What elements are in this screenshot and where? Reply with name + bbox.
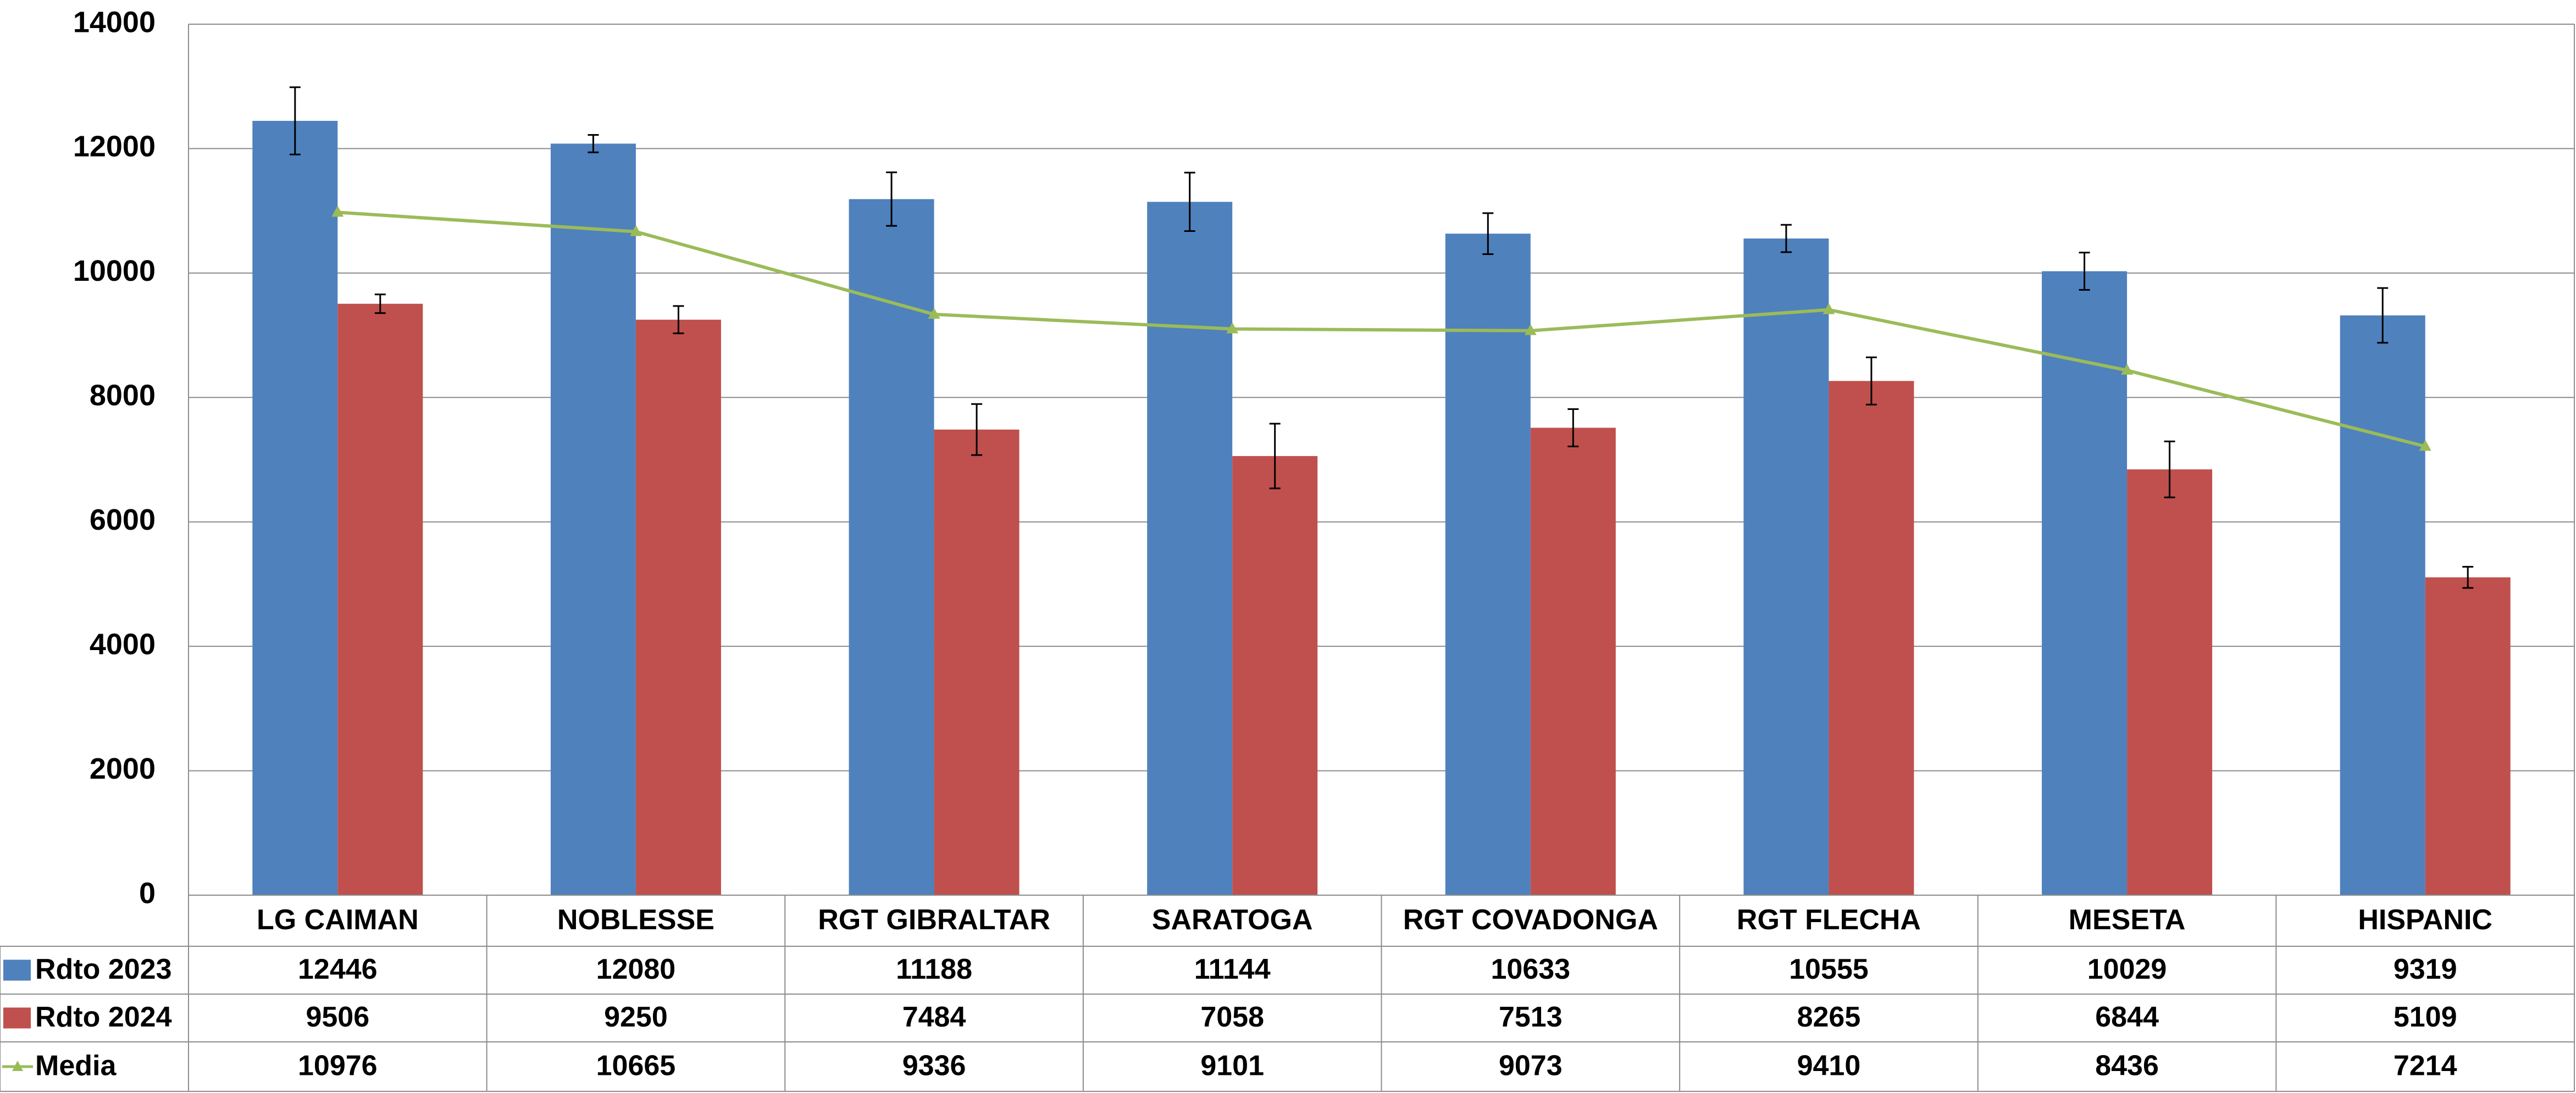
data-table-value: 9250	[604, 1001, 668, 1033]
data-table-value: 9319	[2394, 953, 2457, 985]
bar	[2127, 469, 2213, 895]
line-point	[2121, 363, 2134, 375]
y-tick-label: 8000	[90, 379, 156, 412]
data-table-value: 11144	[1194, 953, 1271, 985]
y-tick-label: 14000	[73, 5, 156, 38]
series-line	[337, 210, 2426, 448]
bar	[2340, 315, 2425, 895]
y-tick-label: 10000	[73, 254, 156, 287]
legend-label: Media	[35, 1050, 117, 1082]
legend-key-marker	[12, 1061, 23, 1071]
bar	[2425, 577, 2511, 895]
y-tick-label: 2000	[90, 752, 156, 785]
line-point	[629, 225, 642, 236]
data-table-value: 8436	[2095, 1050, 2159, 1082]
y-tick-label: 6000	[90, 503, 156, 536]
data-table-value: 9506	[306, 1001, 369, 1033]
category-label: HISPANIC	[2358, 904, 2492, 936]
data-table-value: 7214	[2394, 1050, 2457, 1082]
y-tick-label: 0	[139, 876, 156, 909]
data-table-value: 6844	[2095, 1001, 2159, 1033]
bar	[1743, 238, 1829, 896]
data-table-value: 12446	[298, 953, 378, 985]
data-table-value: 8265	[1797, 1001, 1861, 1033]
legend-label: Rdto 2024	[35, 1001, 172, 1033]
line-point	[1524, 324, 1537, 335]
bar	[1445, 234, 1531, 895]
line-point	[1822, 303, 1835, 314]
bar	[550, 143, 636, 895]
category-label: LG CAIMAN	[257, 904, 419, 936]
data-table-value: 5109	[2394, 1001, 2457, 1033]
category-label: RGT COVADONGA	[1403, 904, 1658, 936]
bar	[1232, 456, 1318, 895]
bar	[1530, 428, 1616, 895]
category-label: NOBLESSE	[557, 904, 714, 936]
data-table-value: 12080	[596, 953, 676, 985]
data-table-value: 10976	[298, 1050, 378, 1082]
data-table-value: 10665	[596, 1050, 676, 1082]
data-table-value: 9410	[1797, 1050, 1861, 1082]
data-table-value: 7058	[1200, 1001, 1264, 1033]
bar	[849, 199, 934, 895]
data-table-value: 10555	[1789, 953, 1869, 985]
legend-key	[3, 959, 31, 981]
bar	[635, 319, 721, 896]
bar	[252, 120, 338, 895]
data-table-value: 7513	[1499, 1001, 1563, 1033]
category-label: RGT GIBRALTAR	[818, 904, 1050, 936]
bar	[934, 429, 1020, 895]
line-point	[2419, 440, 2431, 451]
data-table-value: 10633	[1491, 953, 1571, 985]
line-point	[1226, 322, 1239, 334]
bar	[337, 303, 423, 896]
data-table-value: 11188	[896, 953, 972, 985]
y-tick-label: 12000	[73, 130, 156, 163]
data-table-value: 9073	[1499, 1050, 1563, 1082]
bar	[2042, 271, 2128, 895]
bar	[1147, 202, 1233, 896]
line-point	[928, 308, 940, 319]
data-table-value: 10029	[2087, 953, 2167, 985]
legend-key	[3, 1007, 31, 1029]
legend-label: Rdto 2023	[35, 953, 172, 985]
line-point	[331, 206, 344, 217]
category-label: MESETA	[2069, 904, 2186, 936]
category-label: SARATOGA	[1152, 904, 1313, 936]
y-tick-label: 4000	[90, 628, 156, 661]
data-table-value: 9101	[1200, 1050, 1264, 1082]
category-label: RGT FLECHA	[1737, 904, 1921, 936]
data-table-value: 9336	[902, 1050, 966, 1082]
data-table-value: 7484	[902, 1001, 966, 1033]
bar	[1829, 381, 1914, 895]
